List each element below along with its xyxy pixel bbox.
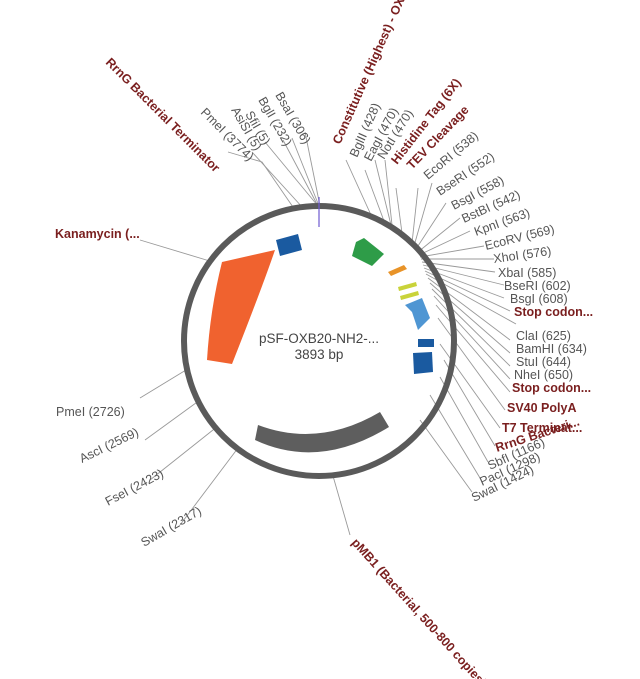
mcs-feature [405,298,430,330]
pmb1-origin-feature [255,412,389,453]
label-bsgi-608: BsgI (608) [510,292,568,306]
terminator-feature-2 [413,352,433,374]
oxb20-promoter-feature [352,238,384,266]
label-pmb1: pMB1 (Bacterial, 500-800 copies) [349,536,490,679]
terminator-feature-1 [418,339,434,347]
plasmid-name: pSF-OXB20-NH2-... [259,331,379,346]
leader-lines [139,131,517,536]
label-pmei-2726: PmeI (2726) [56,405,125,419]
label-stop-codon-2: Stop codon... [512,381,591,395]
label-fsei: FseI (2423) [103,466,166,508]
label-clai: ClaI (625) [516,329,571,343]
label-bseri-602: BseRI (602) [504,279,571,293]
label-sv40: SV40 PolyA [507,401,576,415]
label-stop-codon-1: Stop codon... [514,305,593,319]
plasmid-size: 3893 bp [295,347,344,362]
histag-feature [388,265,407,276]
tev-feature-2 [400,291,419,300]
label-stui: StuI (644) [516,355,571,369]
label-xbai: XbaI (585) [498,266,556,280]
kanamycin-feature [207,250,275,364]
label-kanamycin: Kanamycin (... [55,227,140,241]
label-asci: AscI (2569) [77,425,141,466]
rrng-left-feature [276,234,302,256]
label-nhei: NheI (650) [514,368,573,382]
label-bamhi: BamHI (634) [516,342,587,356]
label-swai-2317: SwaI (2317) [139,504,204,550]
tev-feature-1 [398,282,417,291]
label-t7-terminator: T7 Terminat... [502,421,582,435]
